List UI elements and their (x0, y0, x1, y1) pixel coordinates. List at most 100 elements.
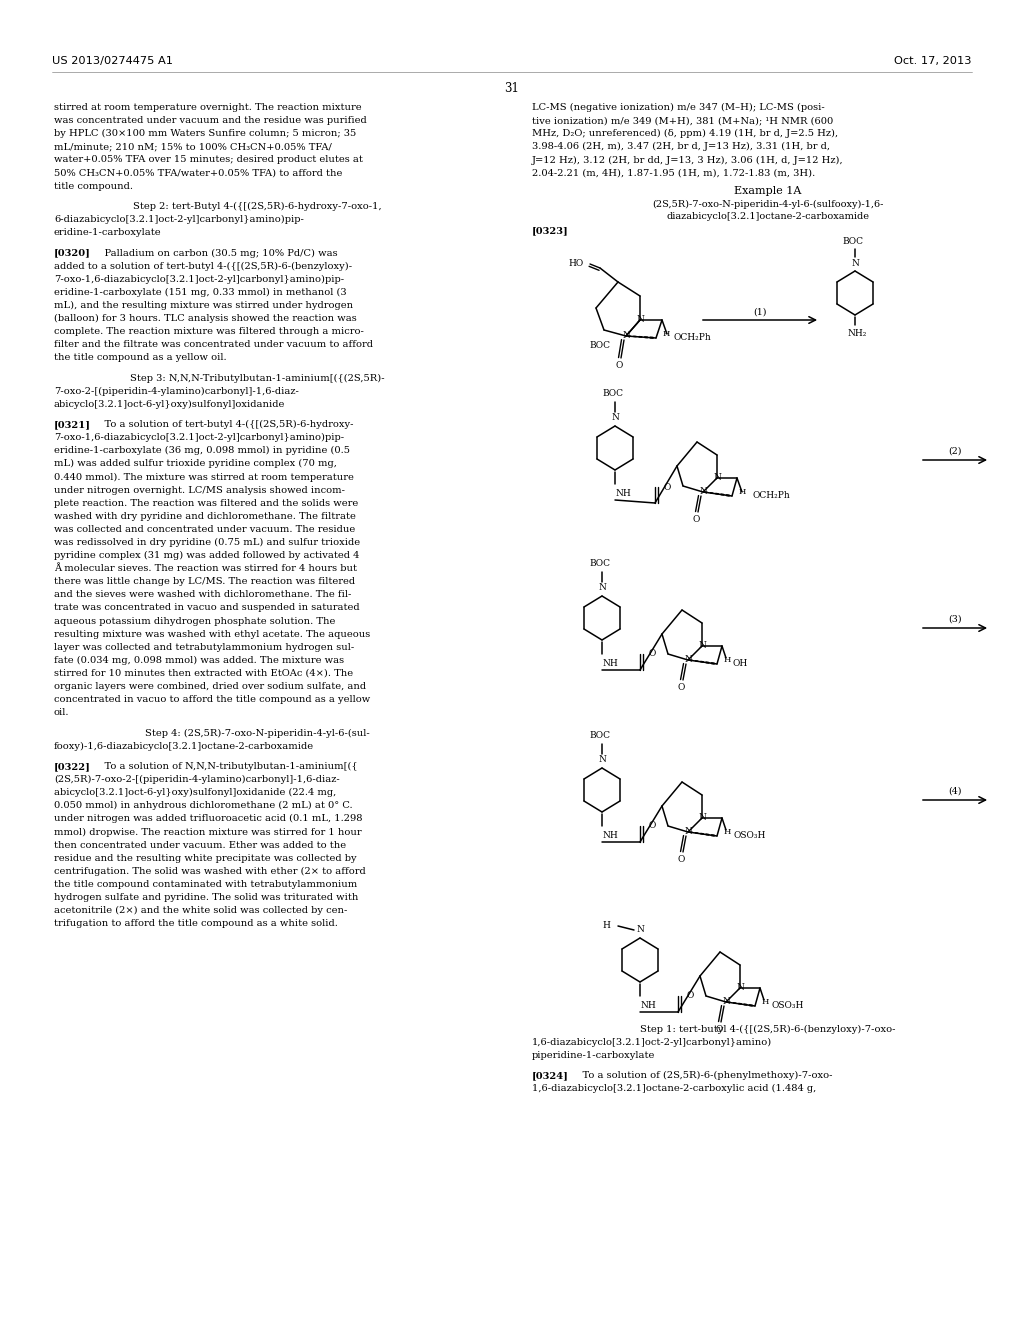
Text: fate (0.034 mg, 0.098 mmol) was added. The mixture was: fate (0.034 mg, 0.098 mmol) was added. T… (54, 656, 344, 665)
Text: [0322]: [0322] (54, 762, 91, 771)
Text: (2S,5R)-7-oxo-2-[(piperidin-4-ylamino)carbonyl]-1,6-diaz-: (2S,5R)-7-oxo-2-[(piperidin-4-ylamino)ca… (54, 775, 340, 784)
Text: Step 1: tert-butyl 4-({[(2S,5R)-6-(benzyloxy)-7-oxo-: Step 1: tert-butyl 4-({[(2S,5R)-6-(benzy… (640, 1026, 896, 1034)
Text: under nitrogen overnight. LC/MS analysis showed incom-: under nitrogen overnight. LC/MS analysis… (54, 486, 345, 495)
Text: concentrated in vacuo to afford the title compound as a yellow: concentrated in vacuo to afford the titl… (54, 696, 371, 704)
Text: 7-oxo-1,6-diazabicyclo[3.2.1]oct-2-yl]carbonyl}amino)pip-: 7-oxo-1,6-diazabicyclo[3.2.1]oct-2-yl]ca… (54, 275, 344, 284)
Text: BOC: BOC (589, 342, 610, 351)
Text: N: N (722, 998, 730, 1006)
Text: H: H (738, 488, 745, 496)
Text: was collected and concentrated under vacuum. The residue: was collected and concentrated under vac… (54, 525, 355, 533)
Text: [0324]: [0324] (532, 1071, 569, 1080)
Text: 0.440 mmol). The mixture was stirred at room temperature: 0.440 mmol). The mixture was stirred at … (54, 473, 354, 482)
Text: trifugation to afford the title compound as a white solid.: trifugation to afford the title compound… (54, 919, 338, 928)
Text: abicyclo[3.2.1]oct-6-yl}oxy)sulfonyl]oxidanide: abicyclo[3.2.1]oct-6-yl}oxy)sulfonyl]oxi… (54, 400, 286, 409)
Text: N: N (698, 813, 706, 822)
Text: residue and the resulting white precipitate was collected by: residue and the resulting white precipit… (54, 854, 356, 863)
Text: OCH₂Ph: OCH₂Ph (673, 334, 711, 342)
Text: US 2013/0274475 A1: US 2013/0274475 A1 (52, 55, 173, 66)
Text: BOC: BOC (590, 560, 610, 569)
Text: OSO₃H: OSO₃H (734, 832, 766, 841)
Text: Step 3: N,N,N-Tributylbutan-1-aminium[({(2S,5R)-: Step 3: N,N,N-Tributylbutan-1-aminium[({… (130, 374, 384, 383)
Text: NH₂: NH₂ (847, 329, 866, 338)
Text: N: N (698, 642, 706, 651)
Text: (3): (3) (948, 615, 962, 623)
Text: NH: NH (615, 488, 631, 498)
Text: [0320]: [0320] (54, 248, 91, 257)
Text: [0321]: [0321] (54, 420, 91, 429)
Text: Step 4: (2S,5R)-7-oxo-N-piperidin-4-yl-6-(sul-: Step 4: (2S,5R)-7-oxo-N-piperidin-4-yl-6… (144, 729, 370, 738)
Text: was redissolved in dry pyridine (0.75 mL) and sulfur trioxide: was redissolved in dry pyridine (0.75 mL… (54, 539, 360, 546)
Text: O: O (686, 991, 693, 1001)
Text: centrifugation. The solid was washed with ether (2× to afford: centrifugation. The solid was washed wit… (54, 867, 366, 876)
Text: To a solution of (2S,5R)-6-(phenylmethoxy)-7-oxo-: To a solution of (2S,5R)-6-(phenylmethox… (570, 1071, 833, 1080)
Text: O: O (664, 483, 671, 491)
Text: the title compound contaminated with tetrabutylammonium: the title compound contaminated with tet… (54, 880, 357, 888)
Text: piperidine-1-carboxylate: piperidine-1-carboxylate (532, 1051, 655, 1060)
Text: stirred for 10 minutes then extracted with EtOAc (4×). The: stirred for 10 minutes then extracted wi… (54, 669, 353, 678)
Text: tive ionization) m/e 349 (M+H), 381 (M+Na); ¹H NMR (600: tive ionization) m/e 349 (M+H), 381 (M+N… (532, 116, 834, 125)
Text: by HPLC (30×100 mm Waters Sunfire column; 5 micron; 35: by HPLC (30×100 mm Waters Sunfire column… (54, 129, 356, 139)
Text: washed with dry pyridine and dichloromethane. The filtrate: washed with dry pyridine and dichloromet… (54, 512, 356, 520)
Text: hydrogen sulfate and pyridine. The solid was triturated with: hydrogen sulfate and pyridine. The solid… (54, 892, 358, 902)
Text: diazabicyclo[3.2.1]octane-2-carboxamide: diazabicyclo[3.2.1]octane-2-carboxamide (667, 211, 869, 220)
Text: mL) was added sulfur trioxide pyridine complex (70 mg,: mL) was added sulfur trioxide pyridine c… (54, 459, 337, 469)
Text: O: O (677, 684, 685, 693)
Text: Å molecular sieves. The reaction was stirred for 4 hours but: Å molecular sieves. The reaction was sti… (54, 564, 357, 573)
Text: Oct. 17, 2013: Oct. 17, 2013 (895, 55, 972, 66)
Text: Palladium on carbon (30.5 mg; 10% Pd/C) was: Palladium on carbon (30.5 mg; 10% Pd/C) … (92, 248, 338, 257)
Text: BOC: BOC (602, 389, 624, 399)
Text: then concentrated under vacuum. Ether was added to the: then concentrated under vacuum. Ether wa… (54, 841, 346, 850)
Text: O: O (692, 516, 699, 524)
Text: H: H (663, 330, 670, 338)
Text: H: H (723, 828, 731, 836)
Text: HO: HO (568, 260, 584, 268)
Text: NH: NH (640, 1001, 656, 1010)
Text: BOC: BOC (590, 731, 610, 741)
Text: N: N (713, 474, 721, 483)
Text: abicyclo[3.2.1]oct-6-yl}oxy)sulfonyl]oxidanide (22.4 mg,: abicyclo[3.2.1]oct-6-yl}oxy)sulfonyl]oxi… (54, 788, 336, 797)
Text: water+0.05% TFA over 15 minutes; desired product elutes at: water+0.05% TFA over 15 minutes; desired… (54, 156, 362, 165)
Text: O: O (648, 649, 655, 659)
Text: under nitrogen was added trifluoroacetic acid (0.1 mL, 1.298: under nitrogen was added trifluoroacetic… (54, 814, 362, 824)
Text: there was little change by LC/MS. The reaction was filtered: there was little change by LC/MS. The re… (54, 577, 355, 586)
Text: mL), and the resulting mixture was stirred under hydrogen: mL), and the resulting mixture was stirr… (54, 301, 353, 310)
Text: N: N (636, 925, 644, 935)
Text: 31: 31 (505, 82, 519, 95)
Text: title compound.: title compound. (54, 182, 133, 190)
Text: N: N (684, 828, 692, 837)
Text: 7-oxo-1,6-diazabicyclo[3.2.1]oct-2-yl]carbonyl}amino)pip-: 7-oxo-1,6-diazabicyclo[3.2.1]oct-2-yl]ca… (54, 433, 344, 442)
Text: (balloon) for 3 hours. TLC analysis showed the reaction was: (balloon) for 3 hours. TLC analysis show… (54, 314, 356, 323)
Text: MHz, D₂O; unreferenced) (δ, ppm) 4.19 (1H, br d, J=2.5 Hz),: MHz, D₂O; unreferenced) (δ, ppm) 4.19 (1… (532, 129, 838, 139)
Text: H: H (761, 998, 769, 1006)
Text: 0.050 mmol) in anhydrous dichloromethane (2 mL) at 0° C.: 0.050 mmol) in anhydrous dichloromethane… (54, 801, 352, 810)
Text: trate was concentrated in vacuo and suspended in saturated: trate was concentrated in vacuo and susp… (54, 603, 359, 612)
Text: eridine-1-carboxylate: eridine-1-carboxylate (54, 228, 162, 238)
Text: To a solution of tert-butyl 4-({[(2S,5R)-6-hydroxy-: To a solution of tert-butyl 4-({[(2S,5R)… (92, 420, 353, 429)
Text: N: N (684, 656, 692, 664)
Text: N: N (622, 331, 630, 341)
Text: Step 2: tert-Butyl 4-({[(2S,5R)-6-hydroxy-7-oxo-1,: Step 2: tert-Butyl 4-({[(2S,5R)-6-hydrox… (133, 202, 381, 211)
Text: OH: OH (732, 660, 748, 668)
Text: Example 1A: Example 1A (734, 186, 802, 195)
Text: 7-oxo-2-[(piperidin-4-ylamino)carbonyl]-1,6-diaz-: 7-oxo-2-[(piperidin-4-ylamino)carbonyl]-… (54, 387, 299, 396)
Text: BOC: BOC (843, 236, 863, 246)
Text: oil.: oil. (54, 709, 70, 717)
Text: NH: NH (602, 830, 617, 840)
Text: (2S,5R)-7-oxo-N-piperidin-4-yl-6-(sulfooxy)-1,6-: (2S,5R)-7-oxo-N-piperidin-4-yl-6-(sulfoo… (652, 199, 884, 209)
Text: mmol) dropwise. The reaction mixture was stirred for 1 hour: mmol) dropwise. The reaction mixture was… (54, 828, 361, 837)
Text: stirred at room temperature overnight. The reaction mixture: stirred at room temperature overnight. T… (54, 103, 361, 112)
Text: plete reaction. The reaction was filtered and the solids were: plete reaction. The reaction was filtere… (54, 499, 358, 508)
Text: H: H (723, 656, 731, 664)
Text: OSO₃H: OSO₃H (772, 1002, 804, 1011)
Text: aqueous potassium dihydrogen phosphate solution. The: aqueous potassium dihydrogen phosphate s… (54, 616, 336, 626)
Text: J=12 Hz), 3.12 (2H, br dd, J=13, 3 Hz), 3.06 (1H, d, J=12 Hz),: J=12 Hz), 3.12 (2H, br dd, J=13, 3 Hz), … (532, 156, 844, 165)
Text: H: H (602, 921, 610, 931)
Text: To a solution of N,N,N-tributylbutan-1-aminium[({: To a solution of N,N,N-tributylbutan-1-a… (92, 762, 357, 771)
Text: and the sieves were washed with dichloromethane. The fil-: and the sieves were washed with dichloro… (54, 590, 351, 599)
Text: OCH₂Ph: OCH₂Ph (752, 491, 790, 500)
Text: LC-MS (negative ionization) m/e 347 (M–H); LC-MS (posi-: LC-MS (negative ionization) m/e 347 (M–H… (532, 103, 824, 112)
Text: (4): (4) (948, 787, 962, 796)
Text: was concentrated under vacuum and the residue was purified: was concentrated under vacuum and the re… (54, 116, 367, 125)
Text: (1): (1) (754, 308, 767, 317)
Text: complete. The reaction mixture was filtered through a micro-: complete. The reaction mixture was filte… (54, 327, 364, 337)
